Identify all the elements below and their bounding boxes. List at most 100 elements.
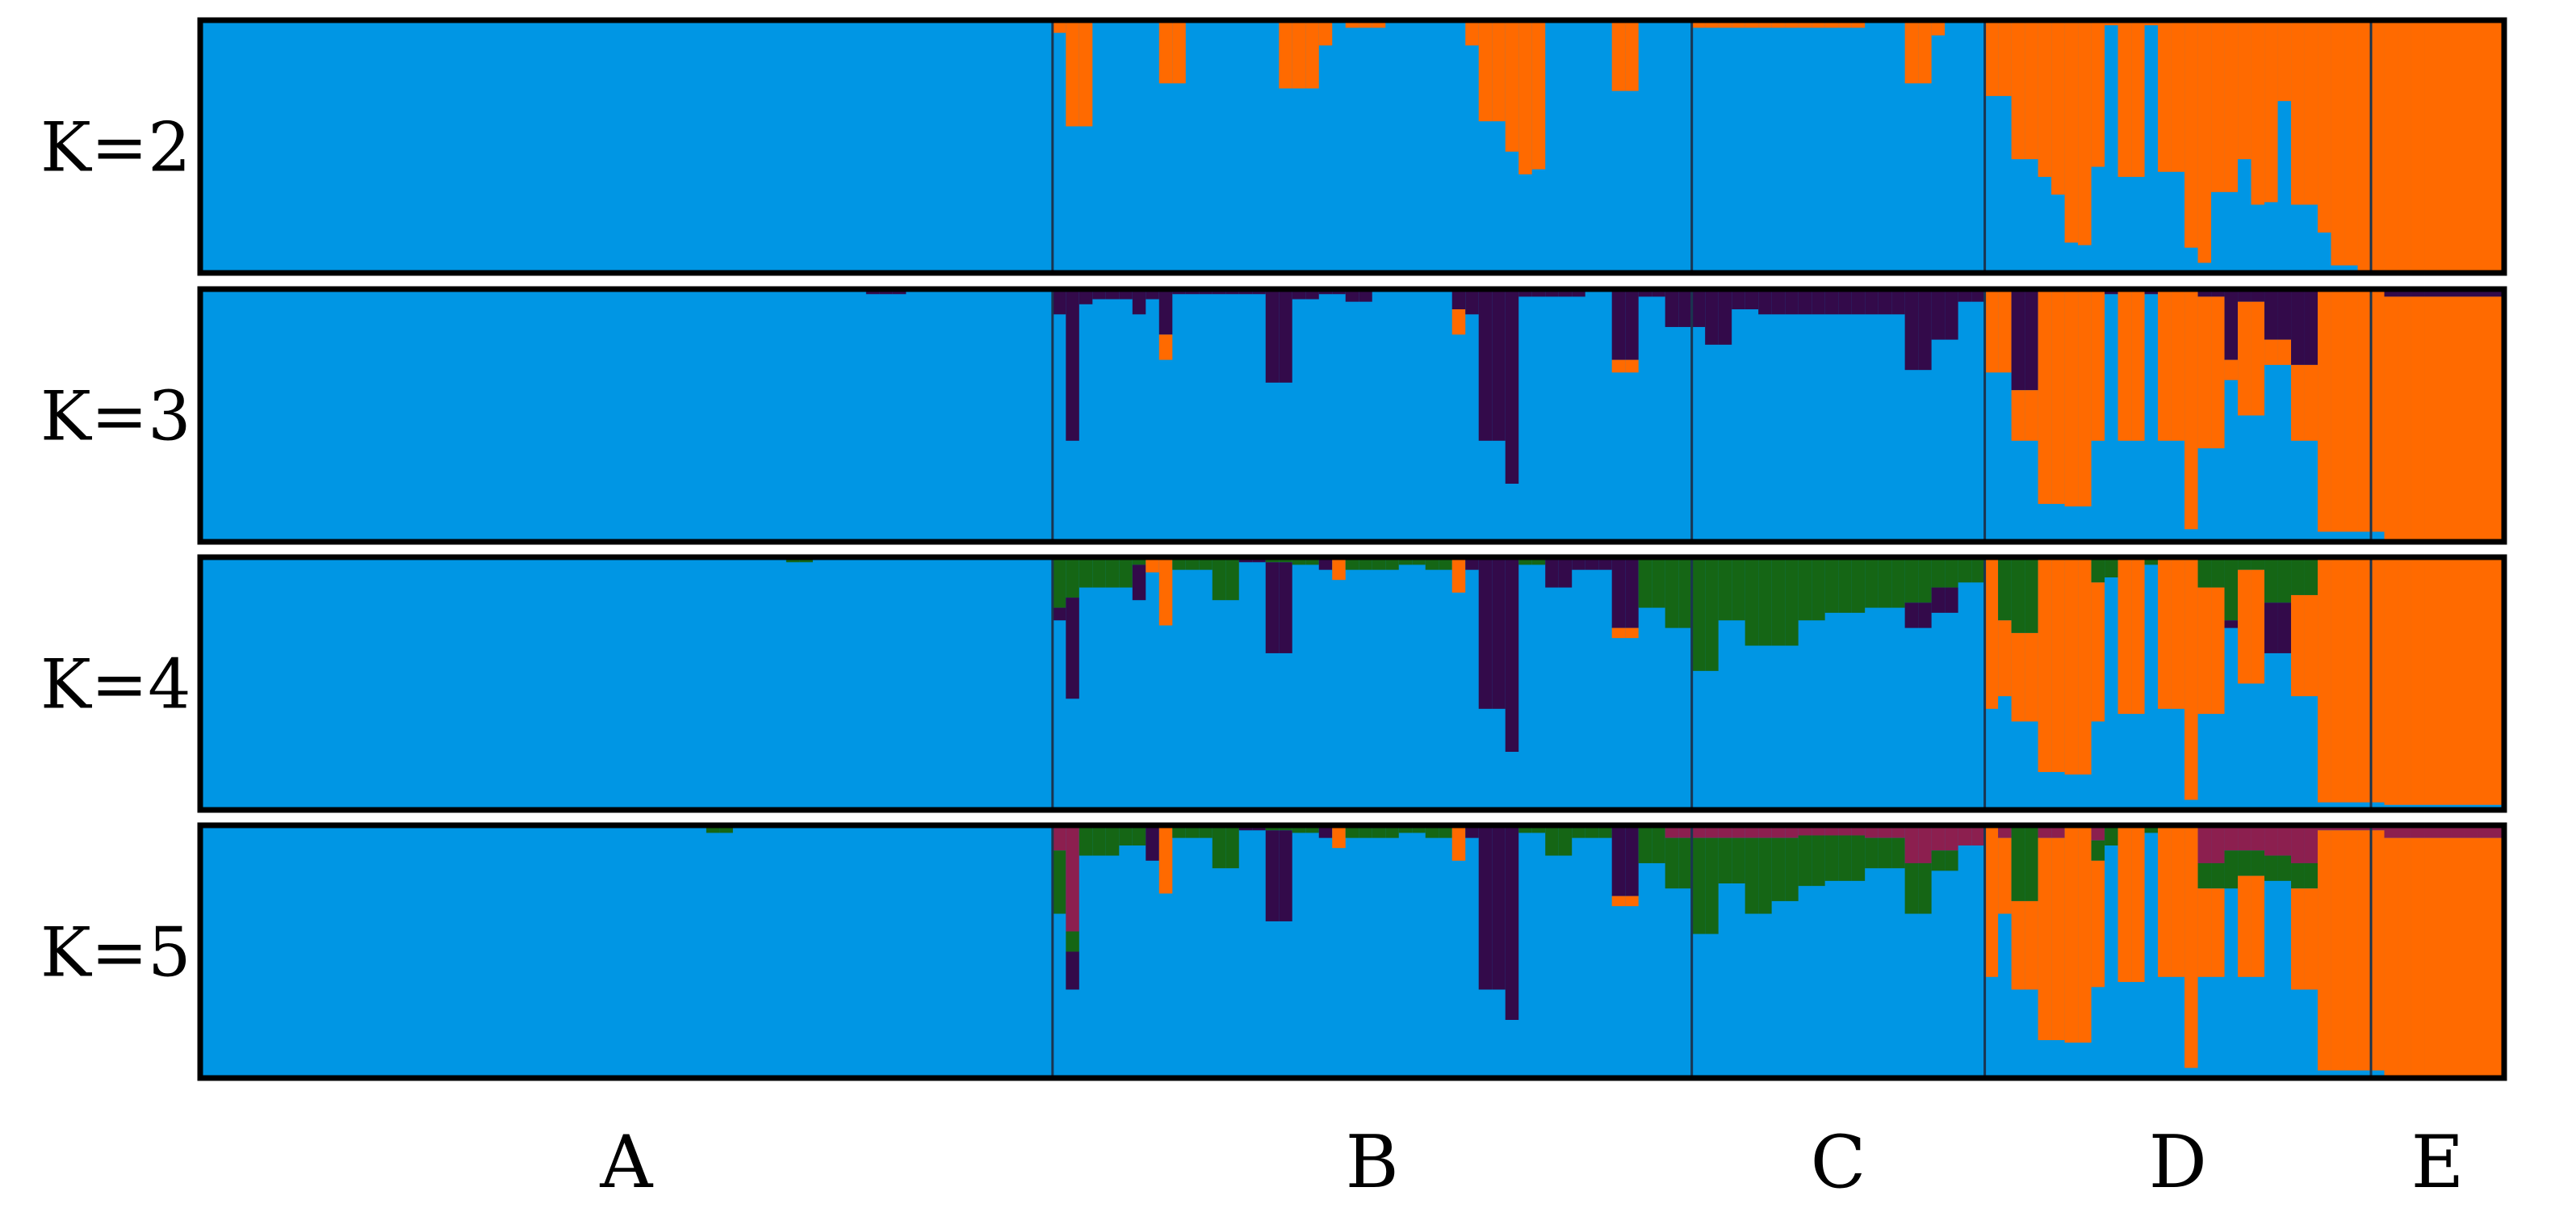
bar-sample-164-c2 — [2384, 557, 2398, 805]
bar-sample-81-c3 — [1279, 562, 1293, 653]
bar-sample-18-c1 — [439, 557, 454, 810]
bar-sample-26-c1 — [546, 825, 561, 1078]
bar-sample-99-c4 — [1518, 557, 1533, 565]
bar-sample-172-c5 — [2490, 825, 2505, 838]
bar-sample-108-c1 — [1638, 20, 1652, 273]
bar-sample-48-c1 — [839, 557, 853, 810]
bar-sample-58-c1 — [972, 289, 986, 542]
bar-sample-20-c1 — [466, 289, 481, 542]
bar-sample-148-c2 — [2171, 557, 2185, 709]
bar-sample-132-c1 — [1958, 20, 1972, 273]
bar-sample-169-c3 — [2451, 289, 2465, 297]
bar-sample-12-c1 — [359, 289, 375, 542]
bar-sample-91-c1 — [1412, 825, 1426, 1078]
bar-sample-28-c1 — [572, 289, 588, 542]
bar-sample-66-c1 — [1079, 289, 1093, 542]
bar-sample-37-c1 — [693, 557, 707, 810]
bar-sample-129-c2 — [1918, 20, 1933, 84]
bar-sample-54-c1 — [919, 289, 933, 542]
bar-sample-29-c1 — [586, 289, 601, 542]
bar-sample-136-c2 — [2011, 900, 2025, 990]
bar-sample-169-c2 — [2451, 557, 2465, 805]
bar-sample-36-c1 — [679, 289, 693, 542]
bar-sample-86-c1 — [1345, 825, 1359, 1078]
bar-sample-143-c1 — [2105, 20, 2119, 273]
bar-sample-51-c1 — [879, 825, 894, 1078]
bar-sample-164-c2 — [2384, 296, 2398, 542]
bar-sample-106-c2 — [1611, 627, 1626, 639]
bar-sample-135-c2 — [1998, 837, 2013, 914]
bar-sample-77-c4 — [1225, 825, 1240, 869]
bar-sample-7-c1 — [293, 20, 308, 273]
bar-sample-96-c3 — [1478, 289, 1493, 441]
bar-sample-86-c1 — [1345, 557, 1359, 810]
bar-sample-9-c1 — [320, 825, 334, 1078]
bar-sample-135-c2 — [1998, 20, 2013, 96]
bar-sample-153-c4 — [2238, 850, 2252, 876]
bar-sample-113-c2 — [1705, 20, 1719, 28]
bar-sample-4-c1 — [253, 20, 268, 273]
bar-sample-87-c1 — [1359, 289, 1373, 542]
bar-sample-19-c1 — [453, 289, 467, 542]
bar-sample-123-c4 — [1838, 557, 1853, 613]
bar-sample-170-c5 — [2464, 825, 2478, 838]
bar-sample-132-c3 — [1958, 289, 1972, 302]
bar-sample-79-c1 — [1252, 825, 1267, 1078]
bar-sample-46-c1 — [812, 557, 827, 810]
bar-sample-88-c4 — [1372, 557, 1386, 570]
bar-sample-55-c1 — [932, 557, 947, 810]
bar-sample-165-c2 — [2398, 837, 2412, 1078]
bar-sample-69-c4 — [1119, 557, 1133, 588]
bar-sample-35-c1 — [666, 289, 681, 542]
bar-sample-53-c1 — [906, 825, 920, 1078]
bar-sample-121-c3 — [1812, 289, 1826, 315]
bar-sample-58-c1 — [972, 825, 986, 1078]
bar-sample-48-c1 — [839, 825, 853, 1078]
bar-sample-15-c1 — [400, 557, 414, 810]
bar-sample-127-c1 — [1891, 557, 1906, 810]
bar-sample-42-c1 — [759, 289, 773, 542]
bar-sample-105-c1 — [1598, 557, 1613, 810]
bar-sample-140-c2 — [2064, 825, 2079, 1043]
bar-sample-115-c1 — [1732, 825, 1746, 1078]
bar-sample-78-c1 — [1238, 289, 1253, 542]
bar-sample-44-c1 — [785, 20, 800, 273]
bar-sample-102-c3 — [1558, 289, 1573, 297]
bar-sample-156-c4 — [2277, 855, 2292, 881]
bar-sample-157-c4 — [2291, 862, 2306, 889]
bar-sample-77-c1 — [1225, 20, 1240, 273]
bar-sample-98-c2 — [1505, 20, 1519, 152]
panel-label: K=2 — [40, 108, 191, 187]
bar-sample-20-c1 — [466, 825, 481, 1078]
bar-sample-87-c1 — [1359, 557, 1373, 810]
bar-sample-60-c1 — [999, 289, 1013, 542]
bar-sample-21-c1 — [480, 557, 494, 810]
bar-sample-146-c1 — [2144, 289, 2159, 542]
bar-sample-109-c1 — [1652, 557, 1666, 810]
bar-sample-109-c4 — [1652, 825, 1666, 863]
bar-sample-68-c4 — [1105, 557, 1120, 588]
bar-sample-117-c1 — [1758, 289, 1773, 542]
bar-sample-95-c2 — [1465, 20, 1480, 46]
bar-sample-3-c1 — [240, 20, 254, 273]
bar-sample-98-c3 — [1505, 557, 1519, 753]
bar-sample-88-c1 — [1372, 20, 1386, 273]
bar-sample-149-c2 — [2184, 557, 2199, 800]
bar-sample-56-c1 — [945, 557, 960, 810]
panels-group: K=2 K=3 K=4 K=5 — [40, 17, 2507, 1081]
bar-sample-85-c1 — [1332, 289, 1347, 542]
bar-sample-138-c2 — [2038, 289, 2052, 505]
bar-sample-63-c1 — [1039, 20, 1053, 273]
bar-sample-145-c2 — [2131, 289, 2146, 441]
bar-sample-70-c4 — [1132, 825, 1146, 846]
bar-sample-130-c3 — [1931, 587, 1946, 613]
bar-sample-66-c1 — [1079, 825, 1093, 1078]
bar-sample-0-c1 — [200, 557, 215, 810]
bar-sample-110-c4 — [1665, 837, 1679, 889]
bar-sample-10-c1 — [333, 289, 348, 542]
bar-sample-103-c1 — [1572, 557, 1586, 810]
bar-sample-27-c1 — [559, 825, 574, 1078]
bar-sample-5-c1 — [266, 557, 281, 810]
bar-sample-83-c1 — [1305, 825, 1320, 1078]
bar-sample-67-c1 — [1092, 289, 1107, 542]
